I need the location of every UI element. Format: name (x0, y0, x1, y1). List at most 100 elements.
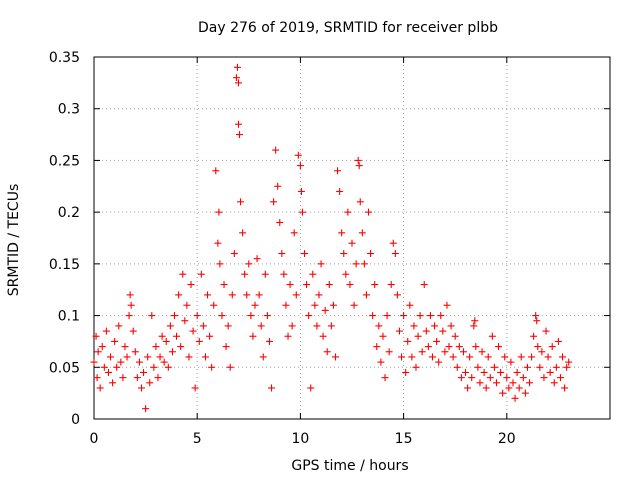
data-point (126, 291, 134, 299)
data-point (315, 291, 323, 299)
data-point (515, 384, 523, 392)
data-point (296, 162, 304, 170)
data-point (511, 394, 519, 402)
data-point (472, 343, 480, 351)
data-point (563, 363, 571, 371)
data-point (453, 363, 461, 371)
data-point (470, 322, 478, 330)
plot-frame (93, 56, 611, 420)
data-point (513, 368, 521, 376)
data-point (237, 198, 245, 206)
data-point (148, 312, 156, 320)
data-point (102, 327, 110, 335)
data-point (561, 384, 569, 392)
data-point (131, 348, 139, 356)
data-point (408, 353, 416, 361)
data-point (201, 353, 209, 361)
data-point (334, 167, 342, 175)
axis-ticks (93, 56, 610, 420)
data-point (554, 337, 562, 345)
data-point (377, 358, 385, 366)
data-point (526, 379, 534, 387)
data-point (373, 343, 381, 351)
data-point (350, 301, 358, 309)
data-point (263, 312, 271, 320)
data-point (317, 260, 325, 268)
data-points (90, 63, 573, 413)
data-point (395, 327, 403, 335)
data-point (301, 250, 309, 258)
data-point (501, 353, 509, 361)
data-point (387, 281, 395, 289)
data-point (414, 332, 422, 340)
data-point (152, 343, 160, 351)
data-point (183, 301, 191, 309)
data-point (170, 312, 178, 320)
data-point (362, 291, 370, 299)
data-point (342, 270, 350, 278)
data-point (284, 332, 292, 340)
data-point (257, 322, 265, 330)
data-point (160, 358, 168, 366)
data-point (471, 317, 479, 325)
data-point (542, 327, 550, 335)
data-point (356, 198, 364, 206)
data-point (540, 374, 548, 382)
data-point (480, 368, 488, 376)
data-point (358, 229, 366, 237)
data-point (137, 384, 145, 392)
data-point (424, 343, 432, 351)
data-point (536, 363, 544, 371)
data-point (280, 270, 288, 278)
data-point (290, 229, 298, 237)
data-point (228, 291, 236, 299)
data-point (243, 291, 251, 299)
data-point (117, 358, 125, 366)
data-point (482, 384, 490, 392)
data-point (449, 353, 457, 361)
data-point (495, 343, 503, 351)
data-point (212, 167, 220, 175)
data-point (451, 332, 459, 340)
data-point (533, 317, 541, 325)
data-point (369, 312, 377, 320)
y-axis-label: SRMTID / TECUs (6, 184, 22, 297)
data-point (104, 368, 112, 376)
data-point (236, 131, 244, 139)
data-point (226, 363, 234, 371)
data-point (309, 270, 317, 278)
data-point (100, 363, 108, 371)
data-point (455, 343, 463, 351)
data-point (214, 239, 222, 247)
data-point (111, 337, 119, 345)
data-point (418, 348, 426, 356)
data-point (462, 368, 470, 376)
data-point (437, 312, 445, 320)
data-point (344, 208, 352, 216)
data-point (412, 363, 420, 371)
data-point (173, 332, 181, 340)
data-point (457, 374, 465, 382)
data-point (222, 343, 230, 351)
data-point (321, 306, 329, 314)
data-point (303, 281, 311, 289)
data-point (354, 156, 362, 164)
data-point (550, 379, 558, 387)
data-point (142, 405, 150, 413)
chart-title: Day 276 of 2019, SRMTID for receiver plb… (198, 20, 498, 36)
data-point (348, 239, 356, 247)
data-point (307, 384, 315, 392)
data-point (478, 348, 486, 356)
data-point (181, 317, 189, 325)
data-point (175, 291, 183, 299)
data-point (245, 260, 253, 268)
data-point (439, 327, 447, 335)
data-point (150, 363, 158, 371)
data-point (546, 368, 554, 376)
data-point (499, 389, 507, 397)
data-point (523, 363, 531, 371)
data-point (509, 379, 517, 387)
data-point (327, 322, 335, 330)
data-point (445, 343, 453, 351)
